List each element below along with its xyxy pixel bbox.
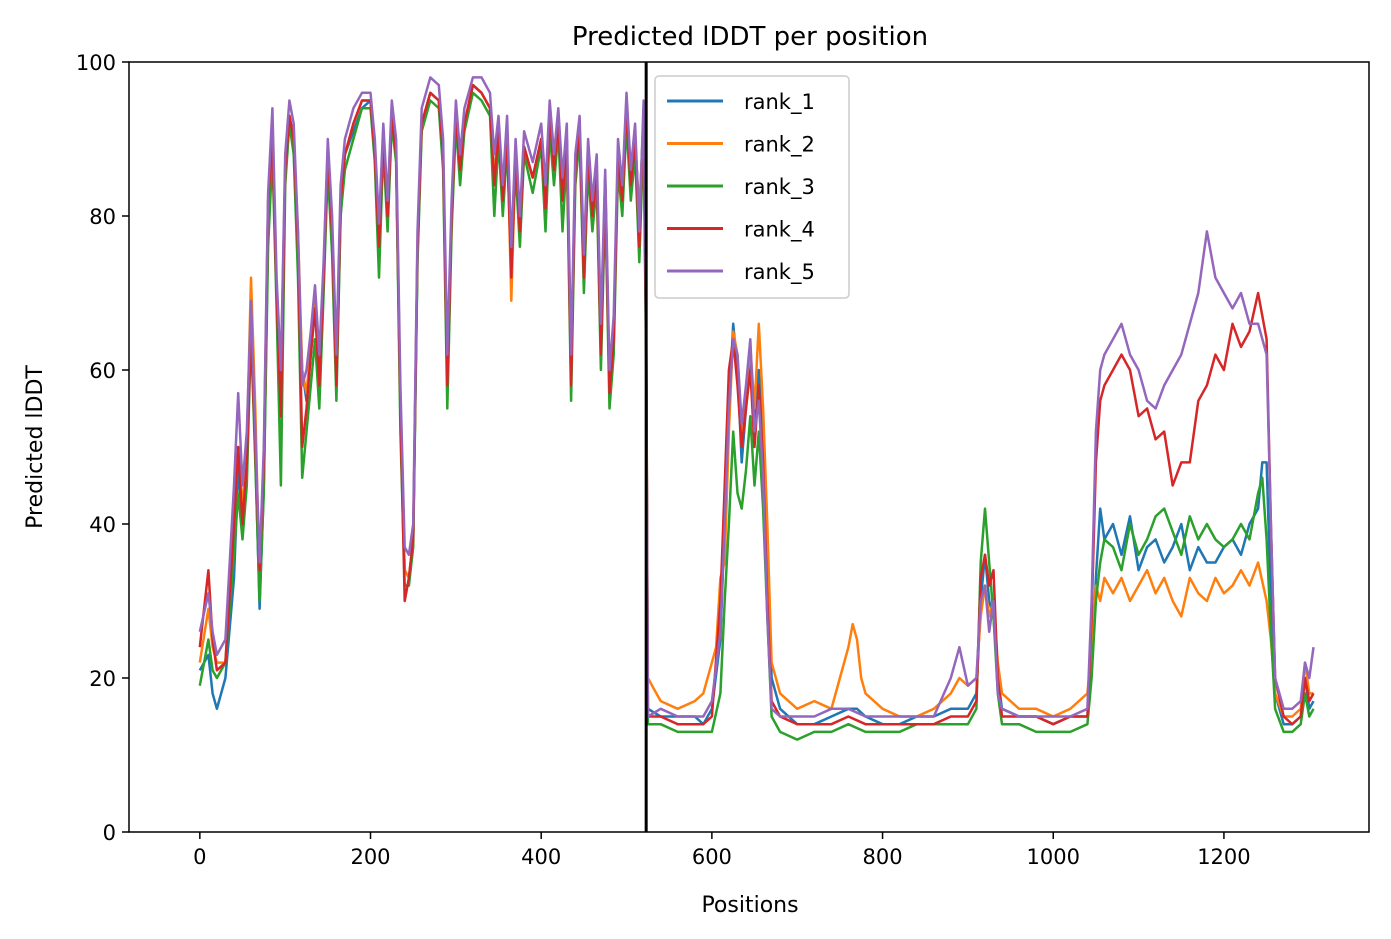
x-tick-label: 1000 (1027, 845, 1080, 869)
plot-frame (128, 61, 1370, 833)
x-axis: 0 200 400 600 800 1000 1200 (193, 832, 1251, 869)
y-tick-label: 0 (103, 821, 116, 845)
x-axis-label: Positions (701, 893, 798, 918)
legend-box (654, 75, 850, 299)
legend-label-rank-1: rank_1 (744, 90, 815, 115)
x-tick-label: 0 (193, 845, 206, 869)
legend-label-rank-4: rank_4 (744, 218, 815, 243)
y-axis-label: Predicted lDDT (23, 365, 48, 529)
y-tick-label: 20 (89, 667, 116, 691)
legend: rank_1 rank_2 rank_3 rank_4 rank_5 (654, 75, 850, 299)
x-tick-label: 800 (863, 845, 903, 869)
y-tick-label: 40 (89, 513, 116, 537)
legend-label-rank-3: rank_3 (744, 175, 815, 200)
x-tick-label: 400 (521, 845, 561, 869)
y-axis: 0 20 40 60 80 100 (76, 51, 129, 845)
y-tick-label: 60 (89, 359, 116, 383)
legend-label-rank-5: rank_5 (744, 260, 815, 285)
chart-title: Predicted lDDT per position (572, 22, 928, 52)
x-tick-label: 1200 (1197, 845, 1250, 869)
x-tick-label: 200 (350, 845, 390, 869)
series-layer (198, 76, 1315, 741)
x-tick-label: 600 (692, 845, 732, 869)
series-line-rank-5 (198, 76, 1315, 718)
legend-label-rank-2: rank_2 (744, 133, 815, 158)
y-tick-label: 80 (89, 205, 116, 229)
plot-area (128, 61, 1370, 833)
y-tick-label: 100 (76, 51, 116, 75)
